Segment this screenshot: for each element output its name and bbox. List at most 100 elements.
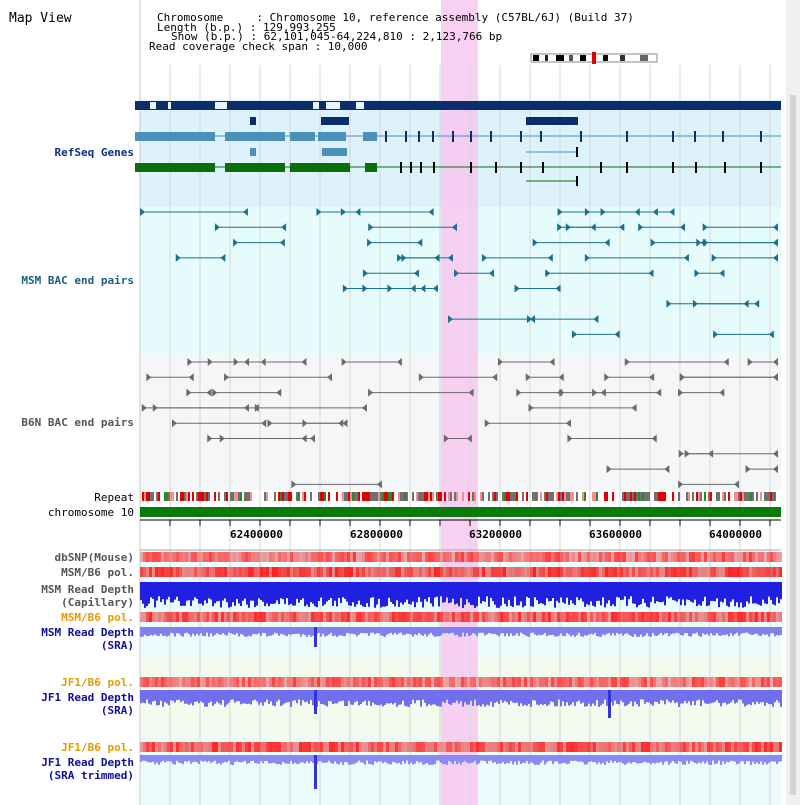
repeat-element — [224, 492, 226, 501]
read-depth-bar — [662, 627, 664, 636]
track-label-jf1-depth-trimmed[interactable]: JF1 Read Depth — [41, 756, 134, 769]
track-label-msm-depth-sra-sub[interactable]: (SRA) — [100, 639, 134, 652]
bac-end-marker — [233, 358, 239, 366]
gene-exon — [760, 162, 762, 173]
read-depth-bar — [624, 690, 626, 707]
polymorphism-cell — [482, 567, 485, 577]
bac-end-marker — [719, 388, 725, 397]
read-depth-bar — [466, 627, 468, 633]
polymorphism-cell — [374, 677, 377, 687]
gene-exon — [385, 131, 387, 142]
repeat-element — [632, 492, 634, 501]
read-depth-bar — [270, 690, 272, 702]
track-label-msm-depth-capillary[interactable]: MSM Read Depth — [41, 583, 134, 596]
read-depth-bar — [456, 627, 458, 635]
polymorphism-cell — [164, 742, 167, 752]
track-label-b6n-bac[interactable]: B6N BAC end pairs — [21, 416, 134, 429]
polymorphism-cell — [521, 567, 524, 577]
polymorphism-cell — [500, 677, 503, 687]
repeat-element — [232, 492, 234, 501]
read-depth-bar — [470, 755, 472, 763]
polymorphism-cell — [518, 567, 521, 577]
read-depth-bar — [488, 755, 490, 761]
polymorphism-cell — [743, 552, 746, 562]
repeat-element — [736, 492, 738, 501]
read-depth-bar — [216, 627, 218, 634]
read-depth-bar — [510, 582, 512, 606]
track-label-repeat[interactable]: Repeat — [94, 491, 134, 504]
polymorphism-cell — [155, 742, 158, 752]
track-label-jf1-b6-pol-2[interactable]: JF1/B6 pol. — [61, 741, 134, 754]
track-label-msm-depth-sra[interactable]: MSM Read Depth — [41, 626, 134, 639]
read-depth-bar — [696, 755, 698, 764]
track-label-msm-depth-capillary-sub[interactable]: (Capillary) — [61, 596, 134, 609]
track-label-msm-b6-pol-1[interactable]: MSM/B6 pol. — [61, 566, 134, 579]
read-depth-bar — [618, 627, 620, 635]
polymorphism-cell — [740, 567, 743, 577]
polymorphism-cell — [485, 612, 488, 622]
read-depth-bar — [142, 627, 144, 637]
read-depth-bar — [506, 690, 508, 703]
track-label-chromosome[interactable]: chromosome 10 — [47, 506, 134, 519]
read-depth-bar — [340, 627, 342, 636]
read-depth-bar — [630, 582, 632, 597]
read-depth-bar — [628, 690, 630, 704]
polymorphism-cell — [287, 567, 290, 577]
read-depth-bar — [770, 627, 772, 634]
read-depth-bar — [396, 582, 398, 601]
read-depth-bar — [538, 627, 540, 635]
polymorphism-cell — [149, 677, 152, 687]
repeat-element — [744, 492, 746, 501]
read-depth-bar — [778, 627, 780, 636]
read-depth-bar — [600, 582, 602, 606]
polymorphism-cell — [749, 552, 752, 562]
read-depth-bar — [638, 582, 640, 606]
track-label-msm-bac[interactable]: MSM BAC end pairs — [21, 274, 134, 287]
polymorphism-cell — [767, 742, 770, 752]
polymorphism-cell — [740, 552, 743, 562]
repeat-element — [710, 492, 712, 501]
polymorphism-cell — [749, 612, 752, 622]
polymorphism-cell — [767, 612, 770, 622]
track-label-refseq[interactable]: RefSeq Genes — [54, 146, 134, 159]
read-depth-bar — [588, 690, 590, 704]
read-depth-bar — [394, 690, 396, 703]
polymorphism-cell — [485, 552, 488, 562]
read-depth-bar — [470, 627, 472, 636]
read-depth-bar — [738, 627, 740, 636]
polymorphism-cell — [449, 567, 452, 577]
repeat-element — [448, 492, 450, 501]
read-depth-bar — [182, 627, 184, 637]
polymorphism-cell — [380, 567, 383, 577]
read-depth-bar — [670, 690, 672, 703]
read-depth-bar — [494, 582, 496, 605]
polymorphism-cell — [380, 612, 383, 622]
read-depth-bar — [388, 755, 390, 765]
read-depth-bar — [392, 627, 394, 635]
read-depth-bar — [222, 627, 224, 634]
track-label-jf1-depth-sra-sub[interactable]: (SRA) — [100, 704, 134, 717]
gene-intron-gap — [168, 102, 171, 109]
track-label-jf1-b6-pol-1[interactable]: JF1/B6 pol. — [61, 676, 134, 689]
read-depth-bar — [712, 690, 714, 703]
track-label-dbsnp[interactable]: dbSNP(Mouse) — [54, 551, 134, 564]
read-depth-bar — [752, 627, 754, 635]
track-label-jf1-depth-sra[interactable]: JF1 Read Depth — [41, 691, 134, 704]
read-depth-bar — [684, 755, 686, 765]
polymorphism-cell — [506, 552, 509, 562]
polymorphism-cell — [602, 567, 605, 577]
polymorphism-cell — [701, 552, 704, 562]
polymorphism-cell — [704, 742, 707, 752]
polymorphism-cell — [728, 612, 731, 622]
read-depth-bar — [158, 582, 160, 597]
polymorphism-cell — [692, 567, 695, 577]
read-depth-bar — [664, 627, 666, 634]
read-depth-bar — [730, 690, 732, 703]
track-label-msm-b6-pol-2[interactable]: MSM/B6 pol. — [61, 611, 134, 624]
track-label-jf1-depth-trimmed-sub[interactable]: (SRA trimmed) — [47, 769, 134, 782]
polymorphism-cell — [734, 612, 737, 622]
read-depth-bar — [524, 755, 526, 763]
read-depth-bar — [174, 755, 176, 765]
read-depth-bar — [410, 690, 412, 705]
